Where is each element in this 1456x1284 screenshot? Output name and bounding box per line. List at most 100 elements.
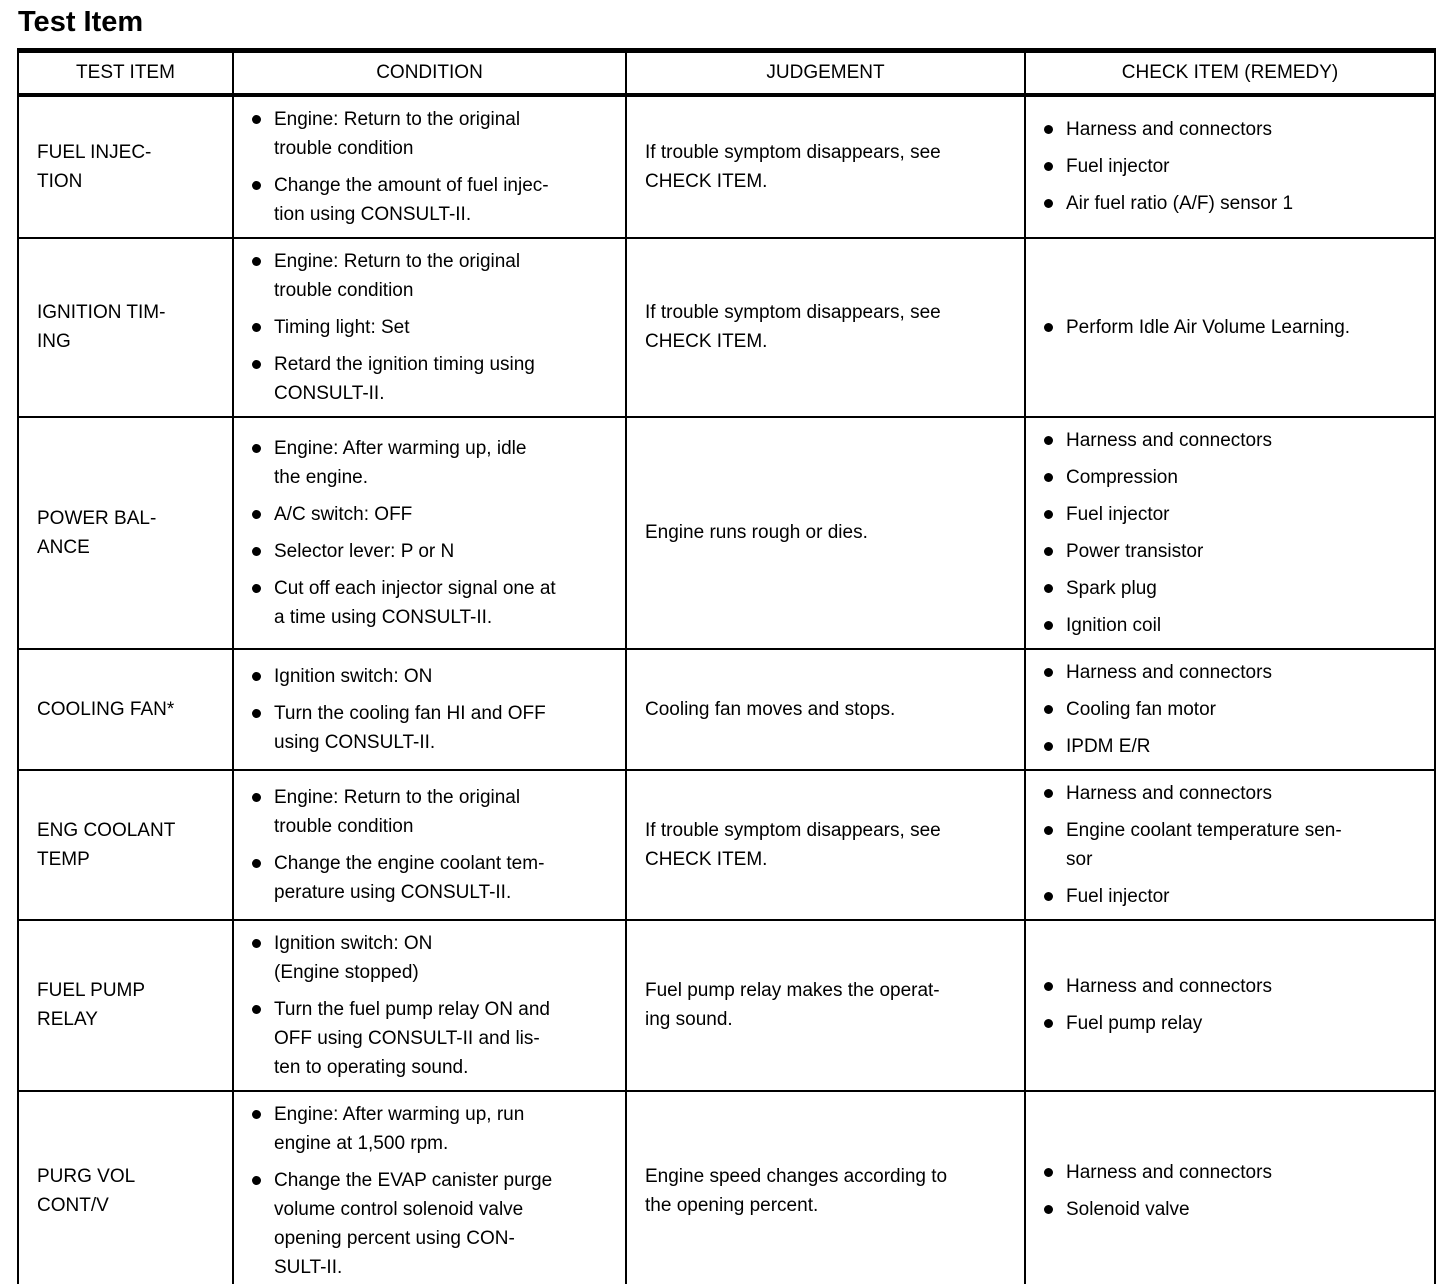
bullet-item: Fuel injector <box>1042 152 1428 181</box>
column-header-judgement: JUDGEMENT <box>625 50 1026 97</box>
bullet-item: Turn the fuel pump relay ON and OFF usin… <box>250 995 619 1082</box>
bullet-item: Engine: Return to the original trouble c… <box>250 105 619 163</box>
test-item-cell: COOLING FAN* <box>17 647 234 771</box>
bullet-icon <box>252 1175 261 1185</box>
test-item-cell-text: FUEL PUMP RELAY <box>37 980 146 1030</box>
bullet-item: Turn the cooling fan HI and OFF using CO… <box>250 699 619 757</box>
bullet-text: Power transistor <box>1066 540 1204 562</box>
bullet-list: Engine: After warming up, idle the engin… <box>250 434 619 632</box>
bullet-icon <box>1044 199 1053 208</box>
bullet-icon <box>252 180 261 190</box>
judgement-cell: Engine speed changes according to the op… <box>625 1089 1026 1284</box>
bullet-icon <box>1044 509 1053 519</box>
bullet-item: Solenoid valve <box>1042 1195 1428 1224</box>
bullet-item: Air fuel ratio (A/F) sensor 1 <box>1042 189 1428 218</box>
column-header-condition: CONDITION <box>232 50 627 97</box>
bullet-text: Fuel pump relay <box>1066 1013 1203 1034</box>
judgement-cell-text: Engine speed changes according to the op… <box>645 1165 948 1216</box>
bullet-icon <box>252 671 261 681</box>
condition-cell: Engine: Return to the original trouble c… <box>232 236 627 418</box>
bullet-text: Turn the cooling fan HI and OFF using CO… <box>274 702 546 753</box>
bullet-text: Cooling fan motor <box>1066 698 1216 720</box>
bullet-icon <box>1044 704 1053 714</box>
bullet-icon <box>1044 667 1053 677</box>
bullet-item: Change the engine coolant tem- perature … <box>250 849 619 907</box>
bullet-item: Ignition coil <box>1042 611 1428 640</box>
bullet-item: Fuel injector <box>1042 882 1428 911</box>
bullet-text: Engine: After warming up, idle the engin… <box>274 437 527 488</box>
bullet-list: Ignition switch: ON (Engine stopped) Turn… <box>250 929 619 1082</box>
table-body: FUEL INJEC- TION Engine: Return to the or… <box>17 93 1436 1284</box>
judgement-cell: If trouble symptom disappears, see CHECK… <box>625 236 1026 418</box>
test-item-cell-text: ENG COOLANT TEMP <box>37 819 176 870</box>
test-item-cell: IGNITION TIM- ING <box>17 236 234 418</box>
bullet-icon <box>252 938 261 948</box>
bullet-text: Ignition switch: ON <box>274 665 433 687</box>
bullet-item: Harness and connectors <box>1042 1158 1428 1187</box>
bullet-text: Harness and connectors <box>1066 1161 1272 1183</box>
bullet-icon <box>252 1004 261 1014</box>
bullet-list: Harness and connectors Fuel pump relay <box>1042 972 1428 1038</box>
table-row: FUEL PUMP RELAY Ignition switch: ON (Engi… <box>17 918 1436 1092</box>
bullet-item: Engine: Return to the original trouble c… <box>250 783 619 841</box>
judgement-cell: If trouble symptom disappears, see CHECK… <box>625 93 1026 239</box>
bullet-icon <box>252 708 261 718</box>
table-row: FUEL INJEC- TION Engine: Return to the or… <box>17 93 1436 239</box>
bullet-text: Ignition switch: ON (Engine stopped) <box>274 932 433 983</box>
bullet-list: Harness and connectors Solenoid valve <box>1042 1158 1428 1224</box>
bullet-list: Ignition switch: ON Turn the cooling fan … <box>250 662 619 757</box>
bullet-icon <box>252 792 261 802</box>
bullet-text: Engine coolant temperature sen- sor <box>1066 819 1342 870</box>
check-item-cell: Perform Idle Air Volume Learning. <box>1024 236 1436 418</box>
bullet-text: Cut off each injector signal one at a ti… <box>274 577 556 628</box>
judgement-cell-text: Fuel pump relay makes the operat- ing so… <box>645 980 940 1030</box>
bullet-item: Selector lever: P or N <box>250 537 619 566</box>
bullet-text: Air fuel ratio (A/F) sensor 1 <box>1066 193 1294 214</box>
bullet-text: Ignition coil <box>1066 614 1162 636</box>
bullet-icon <box>252 546 261 556</box>
bullet-item: Harness and connectors <box>1042 658 1428 687</box>
check-item-cell: Harness and connectors Fuel pump relay <box>1024 918 1436 1092</box>
bullet-icon <box>1044 741 1053 751</box>
bullet-item: Spark plug <box>1042 574 1428 603</box>
bullet-text: Engine: Return to the original trouble c… <box>274 108 521 159</box>
test-item-cell-text: PURG VOL CONT/V <box>37 1165 136 1216</box>
bullet-item: Harness and connectors <box>1042 426 1428 455</box>
bullet-text: Solenoid valve <box>1066 1198 1190 1220</box>
bullet-text: Change the amount of fuel injec- tion us… <box>274 174 549 225</box>
bullet-item: Change the EVAP canister purge volume co… <box>250 1166 619 1282</box>
judgement-cell-text: If trouble symptom disappears, see CHECK… <box>645 141 941 192</box>
bullet-text: Harness and connectors <box>1066 976 1272 997</box>
bullet-icon <box>252 509 261 519</box>
judgement-cell-text: Engine runs rough or dies. <box>645 522 868 543</box>
table-row: COOLING FAN* Ignition switch: ON Turn the … <box>17 647 1436 771</box>
bullet-text: Compression <box>1066 466 1178 488</box>
bullet-icon <box>1044 162 1053 171</box>
bullet-item: Fuel injector <box>1042 500 1428 529</box>
bullet-text: Timing light: Set <box>274 316 410 338</box>
bullet-item: Change the amount of fuel injec- tion us… <box>250 171 619 229</box>
bullet-icon <box>252 114 261 124</box>
test-item-cell: FUEL PUMP RELAY <box>17 918 234 1092</box>
bullet-item: Compression <box>1042 463 1428 492</box>
bullet-text: IPDM E/R <box>1066 735 1151 757</box>
header-row: TEST ITEM CONDITION JUDGEMENT CHECK ITEM… <box>17 50 1436 97</box>
test-item-cell-text: IGNITION TIM- ING <box>37 302 166 352</box>
bullet-icon <box>1044 1204 1053 1214</box>
bullet-list: Perform Idle Air Volume Learning. <box>1042 313 1428 342</box>
bullet-icon <box>252 858 261 868</box>
bullet-icon <box>1044 583 1053 593</box>
bullet-icon <box>1044 788 1053 798</box>
condition-cell: Engine: Return to the original trouble c… <box>232 768 627 921</box>
bullet-item: Power transistor <box>1042 537 1428 566</box>
bullet-item: Perform Idle Air Volume Learning. <box>1042 313 1428 342</box>
check-item-cell: Harness and connectors Engine coolant tem… <box>1024 768 1436 921</box>
condition-cell: Ignition switch: ON (Engine stopped) Turn… <box>232 918 627 1092</box>
column-header-check-item: CHECK ITEM (REMEDY) <box>1024 50 1436 97</box>
bullet-text: Change the engine coolant tem- perature … <box>274 852 545 903</box>
condition-cell: Engine: After warming up, run engine at … <box>232 1089 627 1284</box>
bullet-item: Harness and connectors <box>1042 779 1428 808</box>
page-title: Test Item <box>18 6 144 38</box>
table-header: TEST ITEM CONDITION JUDGEMENT CHECK ITEM… <box>17 50 1436 97</box>
